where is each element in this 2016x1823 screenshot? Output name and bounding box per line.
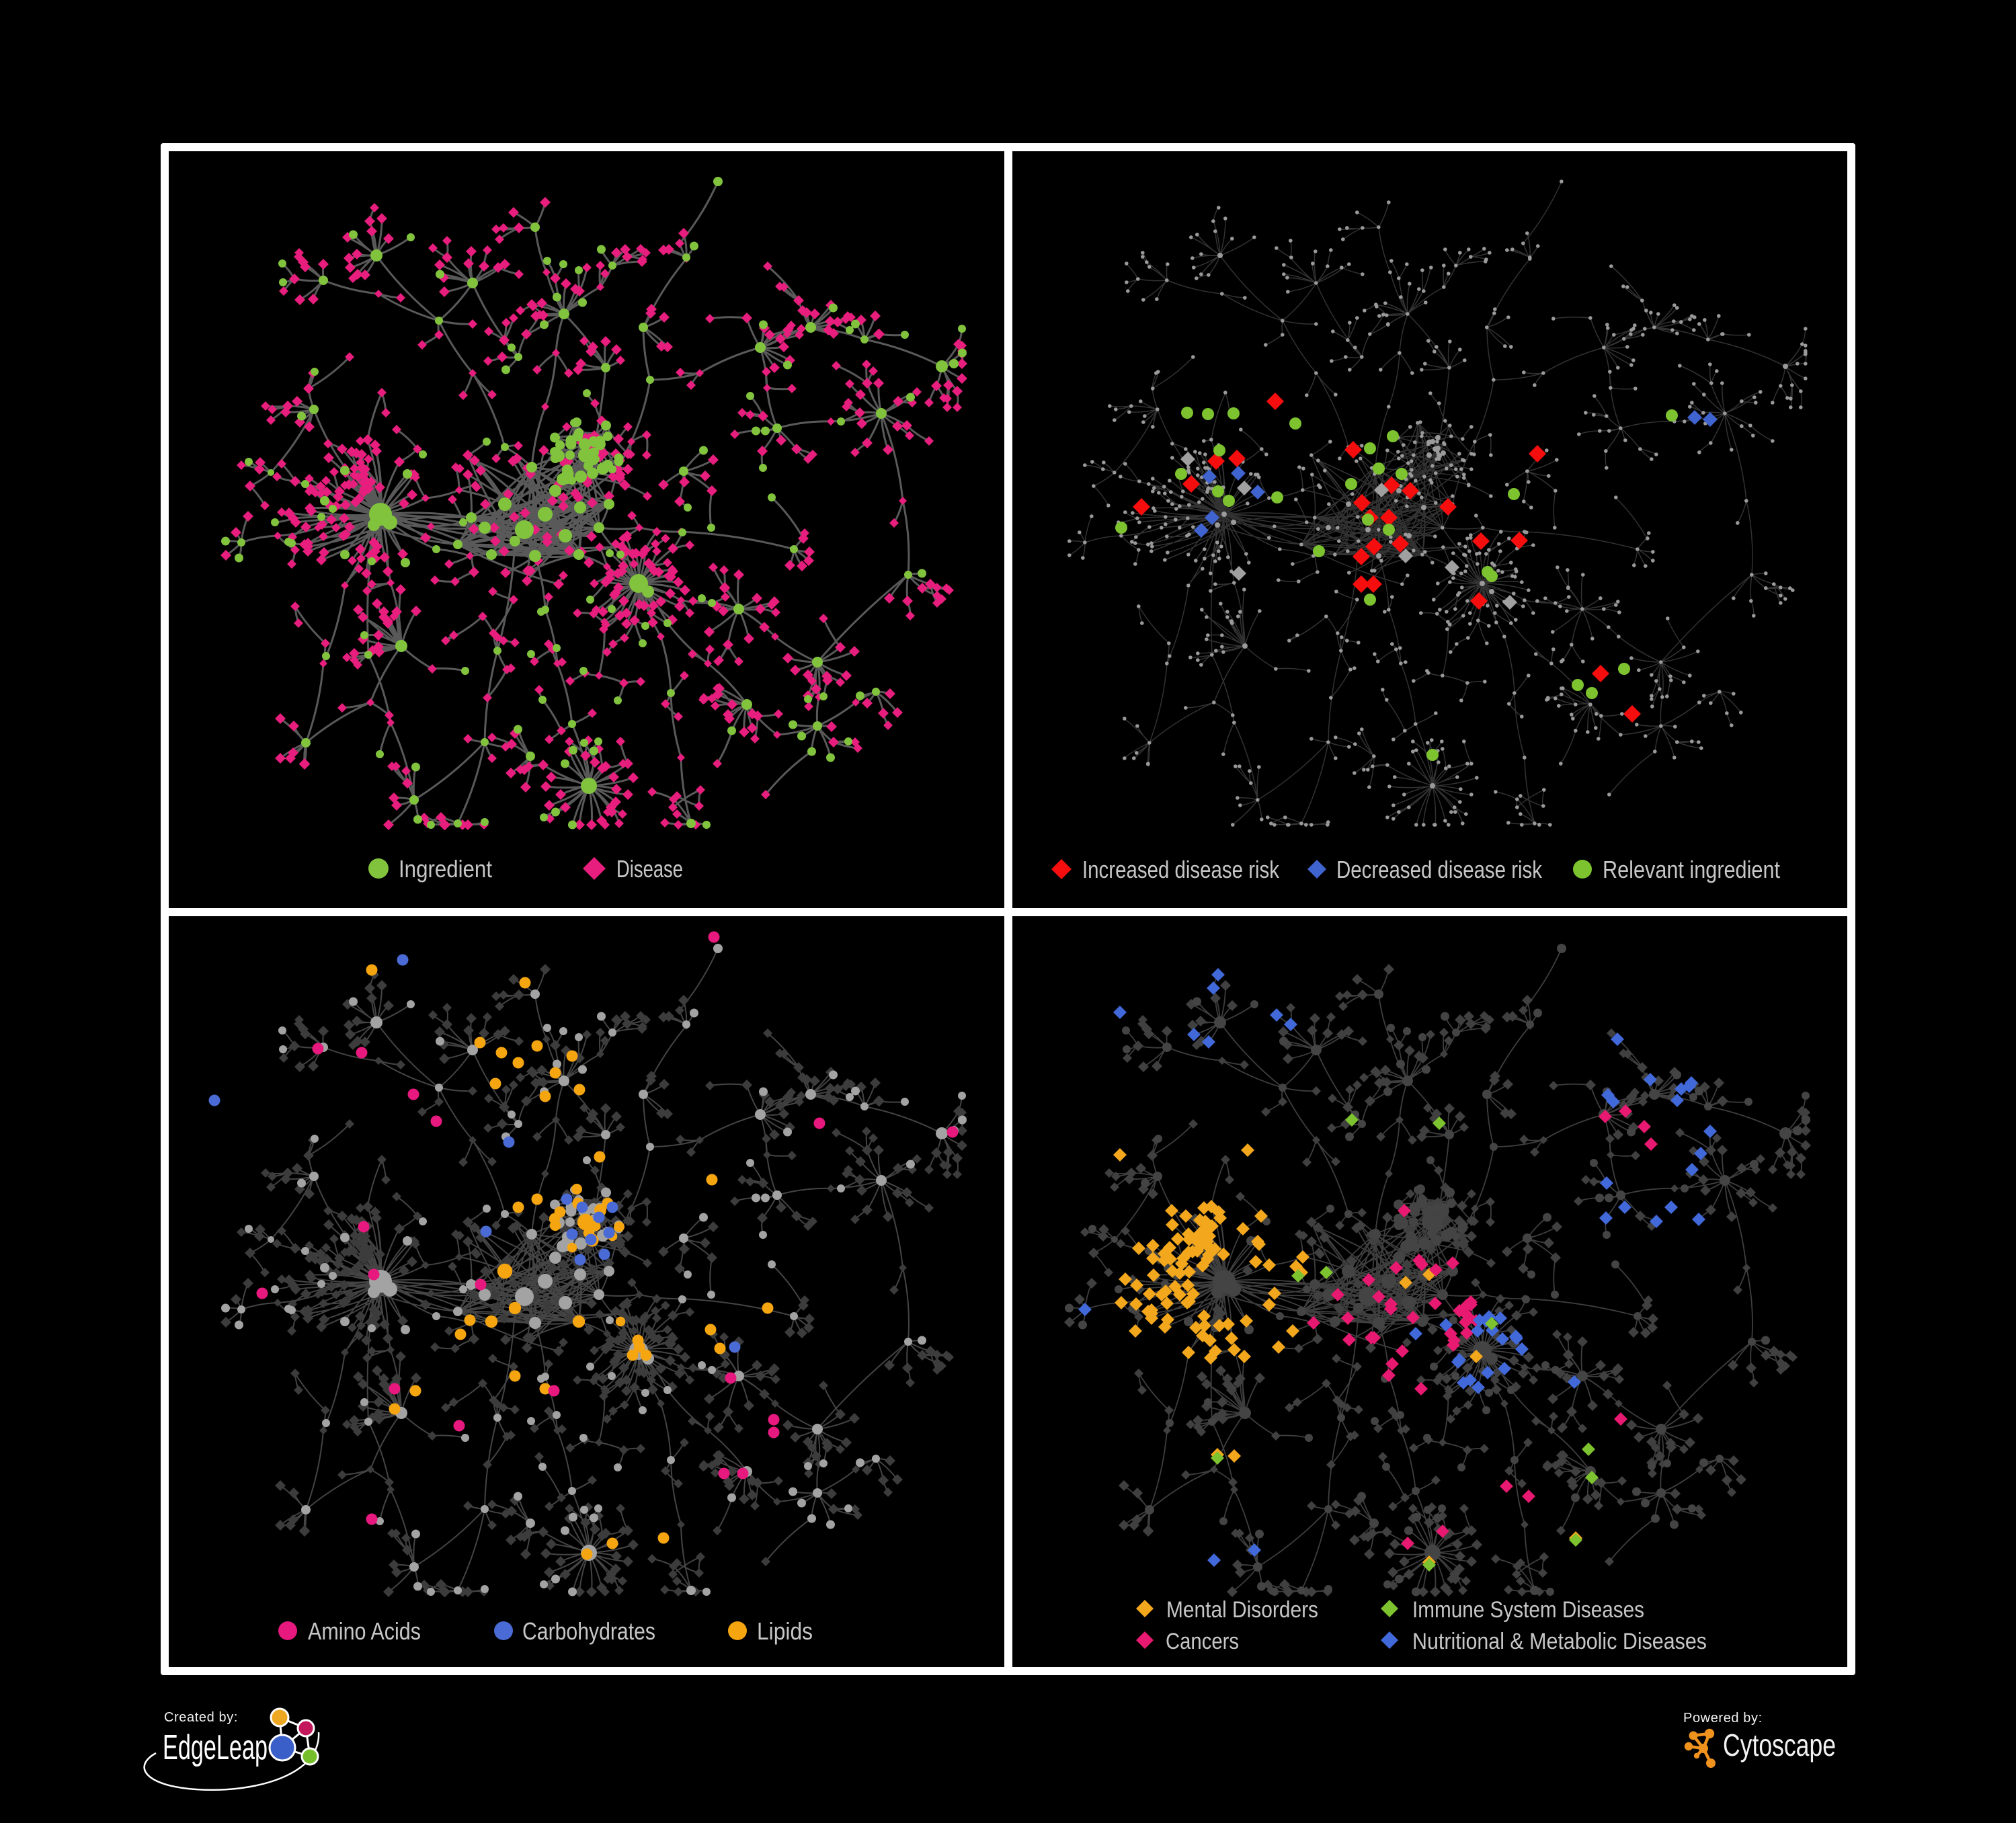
svg-text:Cancers: Cancers	[1166, 1629, 1239, 1654]
svg-text:Relevant ingredient: Relevant ingredient	[1603, 856, 1780, 883]
svg-text:Carbohydrates: Carbohydrates	[522, 1617, 655, 1645]
svg-text:Amino Acids: Amino Acids	[308, 1617, 421, 1645]
svg-text:Mental Disorders: Mental Disorders	[1166, 1597, 1318, 1623]
svg-text:Created by:: Created by:	[164, 1710, 238, 1725]
svg-text:Cytoscape: Cytoscape	[1723, 1728, 1836, 1763]
svg-text:Disease: Disease	[616, 855, 683, 883]
svg-text:Powered by:: Powered by:	[1683, 1711, 1763, 1726]
svg-text:EdgeLeap: EdgeLeap	[163, 1728, 268, 1767]
svg-text:Lipids: Lipids	[757, 1617, 813, 1645]
svg-text:Immune System Diseases: Immune System Diseases	[1412, 1597, 1644, 1623]
svg-text:Nutritional & Metabolic Diseas: Nutritional & Metabolic Diseases	[1412, 1629, 1707, 1654]
svg-text:Ingredient: Ingredient	[399, 855, 492, 883]
svg-text:Increased disease risk: Increased disease risk	[1082, 856, 1280, 883]
svg-text:Decreased disease risk: Decreased disease risk	[1336, 856, 1543, 883]
